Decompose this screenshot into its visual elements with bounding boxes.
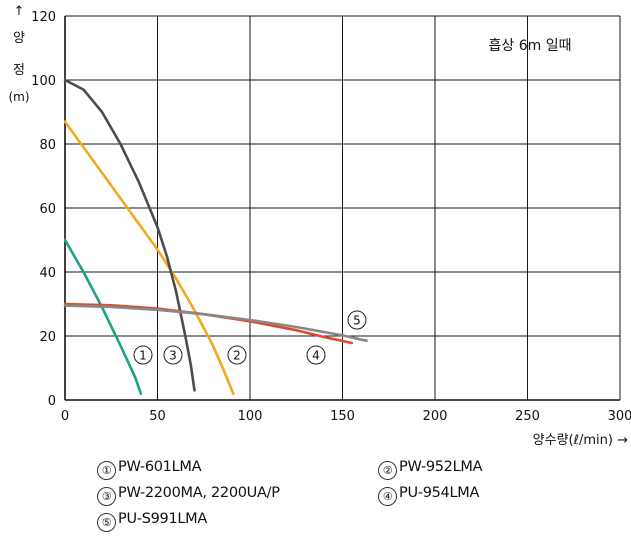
y-axis-label-2: 정 bbox=[13, 63, 25, 78]
x-tick-label-50: 50 bbox=[149, 409, 166, 424]
legend-item-3: ③ PW-2200MA, 2200UA/P bbox=[97, 485, 280, 506]
curve-label-circle-5 bbox=[347, 310, 367, 330]
x-tick-label-200: 200 bbox=[423, 409, 448, 424]
y-tick-label-0: 0 bbox=[48, 394, 56, 409]
legend-item-5: ⑤ PU-S991LMA bbox=[97, 511, 207, 532]
x-tick-label-100: 100 bbox=[238, 409, 263, 424]
legend-marker-5: ⑤ bbox=[97, 513, 116, 532]
curve-label-circle-2 bbox=[163, 345, 183, 365]
legend-item-1: ① PW-601LMA bbox=[97, 459, 202, 480]
legend-marker-3: ③ bbox=[97, 487, 116, 506]
y-tick-label-40: 40 bbox=[39, 266, 56, 281]
legend-label-4: PU-954LMA bbox=[399, 485, 480, 501]
curve-label-1: 1 bbox=[139, 349, 147, 363]
curve-label-4: 4 bbox=[312, 349, 320, 363]
series-line-2 bbox=[63, 120, 235, 395]
legend-label-5: PU-S991LMA bbox=[118, 511, 207, 527]
curve-label-circle-3 bbox=[227, 345, 247, 365]
x-tick-label-250: 250 bbox=[515, 409, 540, 424]
series-line-1 bbox=[63, 238, 143, 395]
curve-label-2: 3 bbox=[169, 349, 177, 363]
series-line-3 bbox=[63, 78, 196, 392]
x-tick-label-0: 0 bbox=[61, 409, 69, 424]
legend-item-4: ④ PU-954LMA bbox=[378, 485, 479, 506]
curve-label-3: 2 bbox=[233, 349, 241, 363]
y-tick-label-60: 60 bbox=[39, 202, 56, 217]
legend-marker-2: ② bbox=[378, 461, 397, 480]
curve-label-circle-4 bbox=[306, 345, 326, 365]
legend-label-1: PW-601LMA bbox=[118, 459, 202, 475]
chart-annotation: 흡상 6m 일때 bbox=[489, 38, 572, 54]
legend-marker-1: ① bbox=[97, 461, 116, 480]
y-tick-label-120: 120 bbox=[31, 10, 56, 25]
legend-item-2: ② PW-952LMA bbox=[378, 459, 483, 480]
x-tick-label-300: 300 bbox=[608, 409, 631, 424]
series-line-5 bbox=[63, 304, 368, 343]
curve-label-circle-1 bbox=[133, 345, 153, 365]
legend-label-3: PW-2200MA, 2200UA/P bbox=[118, 485, 280, 501]
y-axis-label-0: ↑ bbox=[14, 4, 25, 19]
y-axis-label-1: 양 bbox=[13, 31, 25, 46]
y-tick-label-20: 20 bbox=[39, 330, 56, 345]
curve-label-5: 5 bbox=[353, 314, 361, 328]
x-tick-label-150: 150 bbox=[330, 409, 355, 424]
y-axis-label-3: (m) bbox=[8, 90, 29, 104]
x-axis-label: 양수량(ℓ/min) → bbox=[533, 433, 628, 448]
legend-label-2: PW-952LMA bbox=[399, 459, 483, 475]
y-tick-label-100: 100 bbox=[31, 74, 56, 89]
legend-marker-4: ④ bbox=[378, 487, 397, 506]
y-tick-label-80: 80 bbox=[39, 138, 56, 153]
